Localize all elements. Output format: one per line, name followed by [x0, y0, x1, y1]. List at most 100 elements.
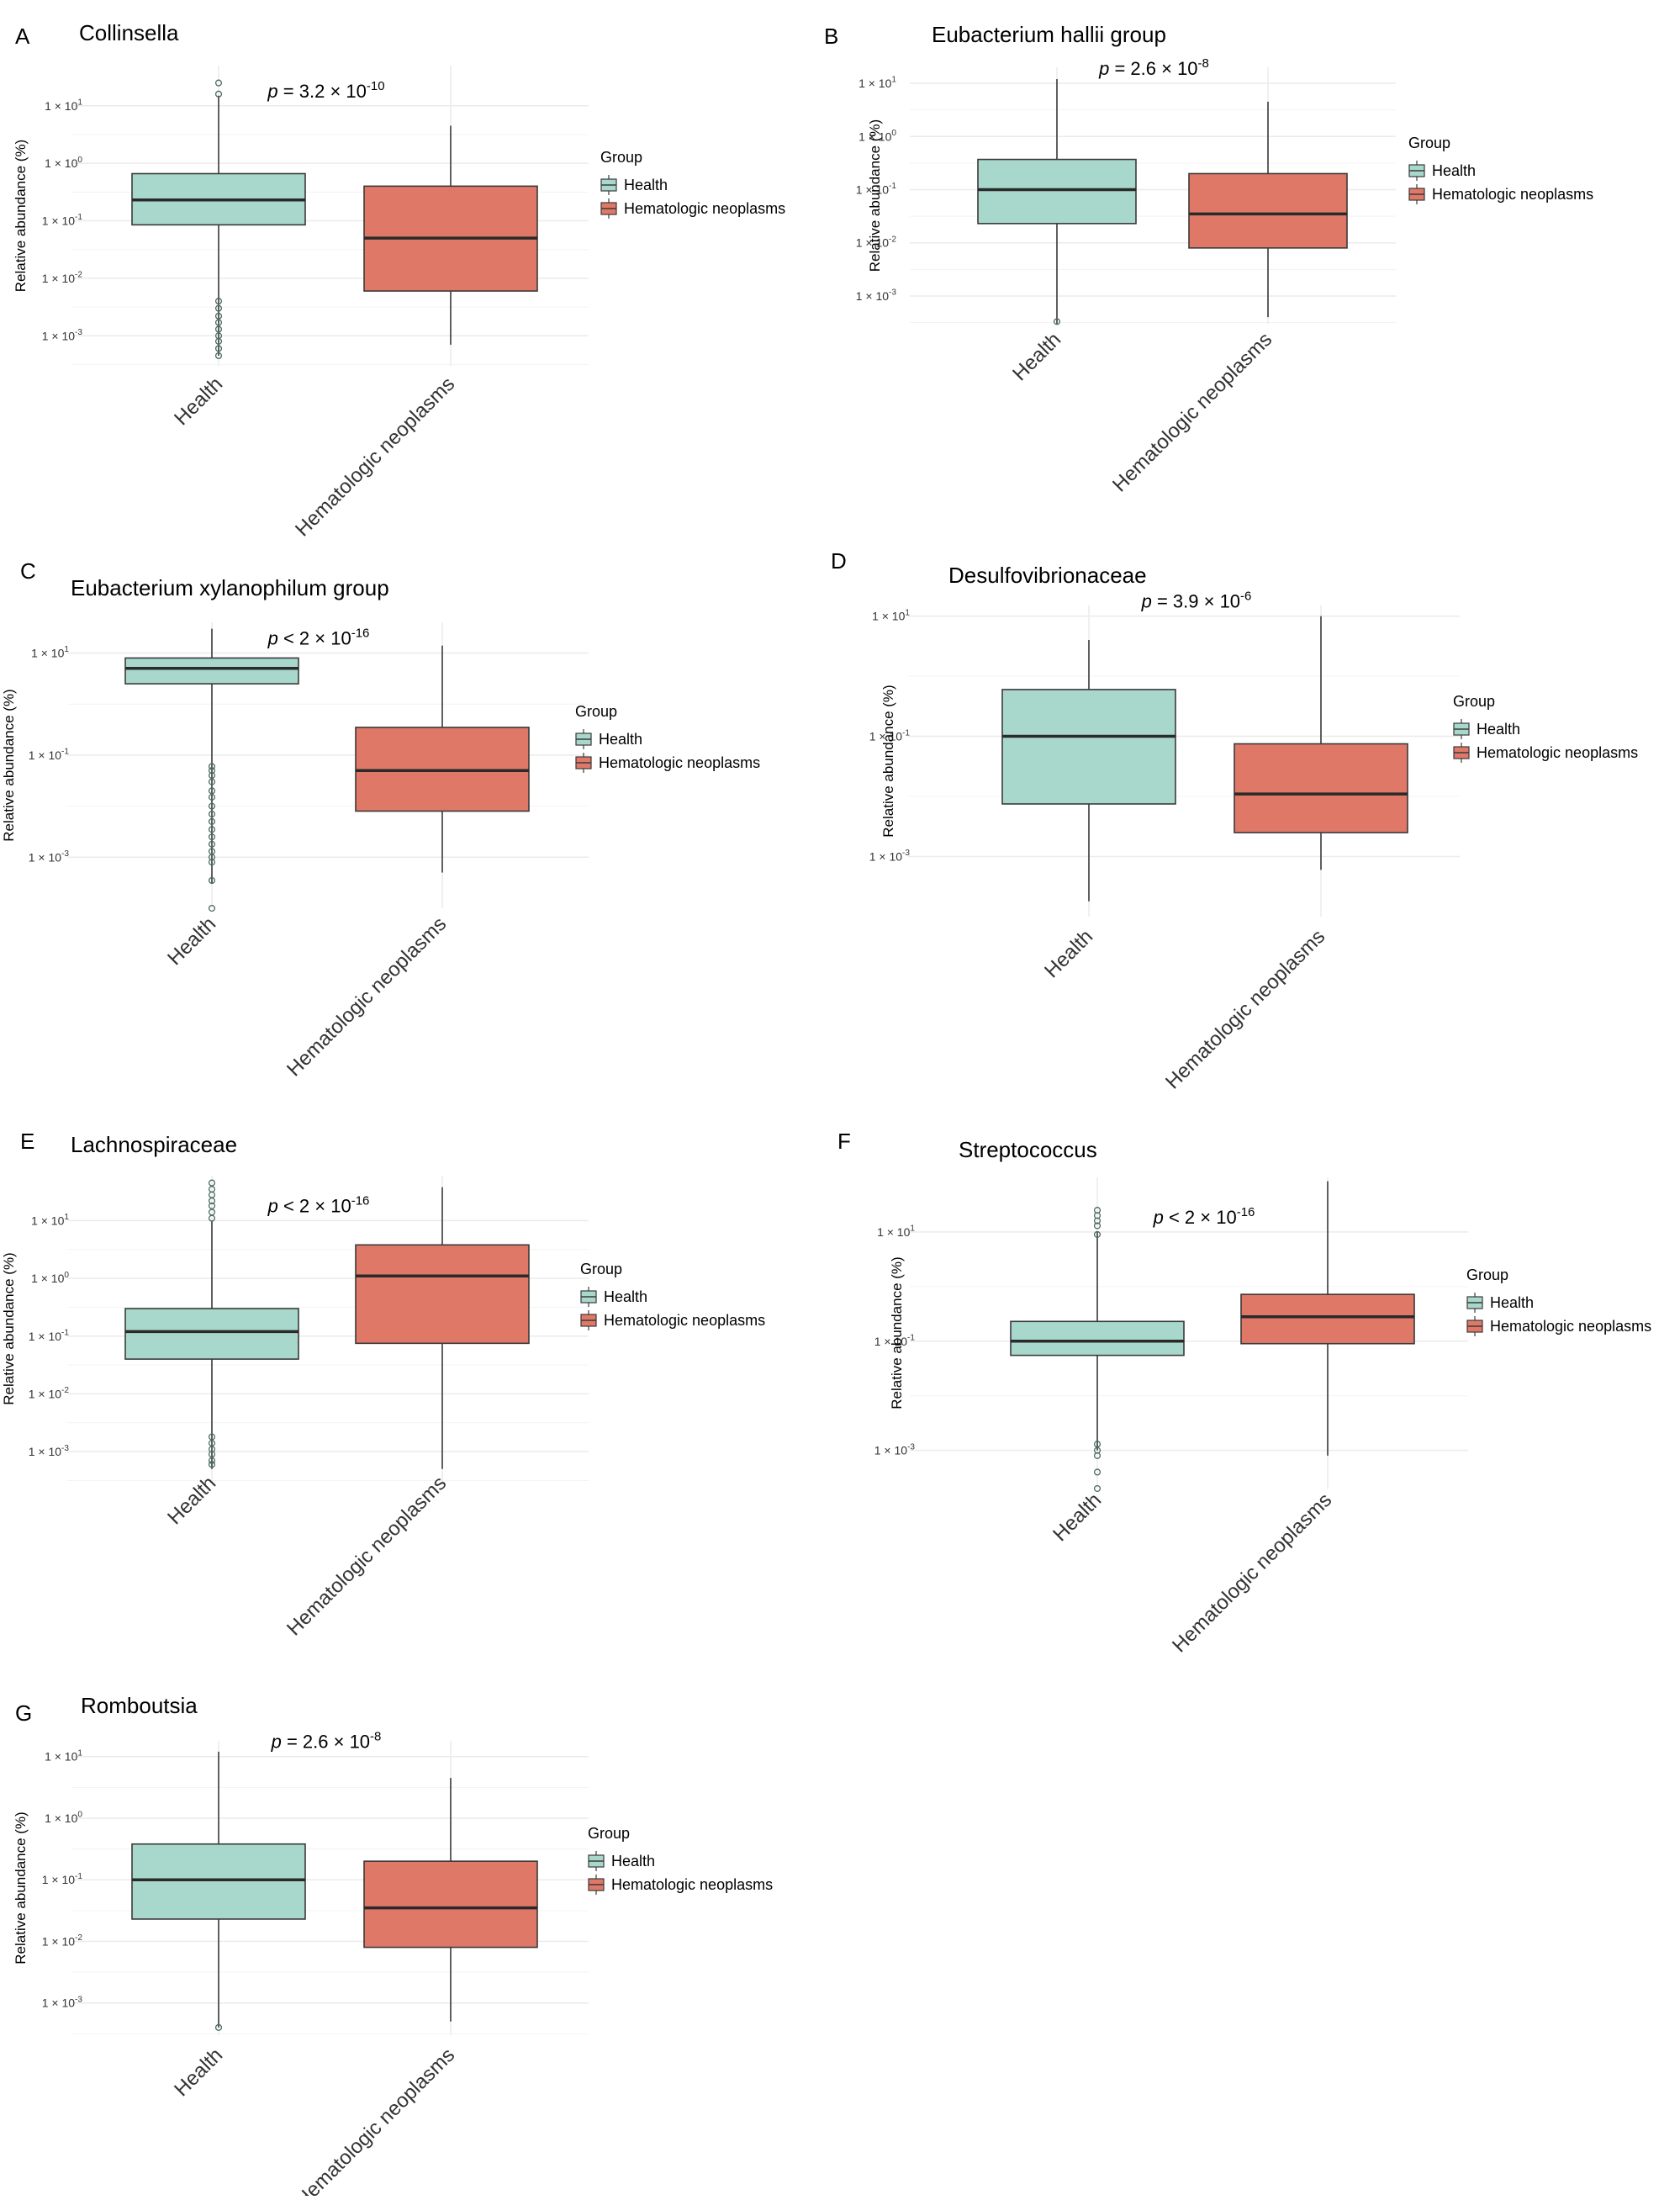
- panel-letter: A: [15, 24, 30, 49]
- y-tick-label: 1 × 10-2: [42, 1933, 83, 1948]
- legend-label: Health: [1432, 162, 1476, 179]
- box-health: [1010, 1320, 1185, 1356]
- outlier-point: [208, 1433, 216, 1441]
- panel-title: Romboutsia: [81, 1693, 198, 1718]
- box-health: [977, 158, 1137, 225]
- outlier-point: [208, 1457, 216, 1464]
- legend-title: Group: [1408, 135, 1450, 151]
- box-health: [1001, 689, 1176, 805]
- panel-title: Lachnospiraceae: [71, 1132, 237, 1157]
- legend-label: Health: [1477, 721, 1520, 738]
- legend-title: Group: [1466, 1267, 1508, 1283]
- y-axis-label: Relative abundance (%): [13, 1811, 29, 1964]
- legend-label: Hematologic neoplasms: [599, 754, 760, 771]
- panel-letter: G: [15, 1700, 32, 1726]
- legend-label: Health: [599, 731, 642, 748]
- outlier-point: [208, 854, 216, 861]
- y-tick-label: 1 × 101: [31, 645, 69, 659]
- y-tick-label: 1 × 10-1: [869, 728, 911, 743]
- panel-letter: F: [837, 1129, 851, 1154]
- legend-label: Hematologic neoplasms: [1432, 186, 1593, 203]
- legend: Group Health Hematologic neoplasms: [588, 1825, 773, 1895]
- outlier-point: [208, 772, 216, 780]
- x-tick-label: Health: [1049, 1489, 1106, 1546]
- outlier-point: [208, 1446, 216, 1453]
- outlier-point: [208, 1461, 216, 1468]
- outlier-point: [208, 1202, 216, 1209]
- legend-label: Health: [611, 1853, 655, 1869]
- outlier-point: [208, 1179, 216, 1187]
- y-tick-label: 1 × 10-1: [42, 213, 83, 227]
- outlier-point: [208, 793, 216, 801]
- legend-title: Group: [580, 1261, 622, 1277]
- outlier-point: [214, 312, 223, 320]
- y-tick-label: 1 × 10-3: [869, 849, 911, 863]
- box-hematologic-neoplasms: [1188, 172, 1348, 249]
- p-value-label: p = 2.6 × 10-8: [1098, 56, 1209, 79]
- legend-title: Group: [588, 1825, 630, 1842]
- y-axis-label: Relative abundance (%): [867, 119, 883, 272]
- y-axis-label: Relative abundance (%): [889, 1256, 905, 1409]
- p-value-label: p = 3.9 × 10-6: [1141, 590, 1252, 612]
- outlier-point: [1093, 1217, 1102, 1224]
- outlier-point: [208, 810, 216, 818]
- p-value-label: p = 3.2 × 10-10: [267, 79, 384, 102]
- outlier-point: [208, 1451, 216, 1458]
- y-tick-label: 1 × 10-3: [29, 849, 70, 864]
- p-value-label: p < 2 × 10-16: [1153, 1205, 1255, 1228]
- x-tick-label: Health: [170, 373, 227, 430]
- outlier-point: [208, 802, 216, 810]
- outlier-point: [208, 1214, 216, 1222]
- y-tick-label: 1 × 101: [872, 608, 910, 622]
- panel-letter: D: [831, 548, 847, 574]
- box-health: [124, 657, 299, 685]
- y-tick-label: 1 × 10-1: [29, 748, 70, 762]
- y-tick-label: 1 × 100: [45, 156, 82, 170]
- outlier-point: [208, 763, 216, 770]
- panel-title: Eubacterium xylanophilum group: [71, 575, 389, 600]
- outlier-point: [1093, 1468, 1102, 1476]
- y-tick-label: 1 × 10-2: [29, 1386, 70, 1400]
- box-hematologic-neoplasms: [363, 1860, 538, 1949]
- y-tick-label: 1 × 10-3: [856, 288, 897, 303]
- panel-title: Eubacterium hallii group: [932, 22, 1166, 47]
- legend: Group Health Hematologic neoplasms: [575, 703, 760, 773]
- legend: Group Health Hematologic neoplasms: [1466, 1267, 1651, 1336]
- outlier-point: [214, 2023, 223, 2031]
- x-tick-label: Health: [163, 912, 220, 970]
- outlier-point: [208, 817, 216, 825]
- panel-d: D Desulfovibrionaceae 1 × 101 1 × 10-1 1 × 1…: [831, 548, 1638, 1093]
- y-tick-label: 1 × 101: [45, 98, 82, 112]
- y-tick-label: 1 × 10-3: [874, 1442, 916, 1457]
- y-tick-label: 1 × 10-1: [874, 1333, 916, 1347]
- outlier-point: [208, 826, 216, 833]
- panel-title: Streptococcus: [959, 1137, 1097, 1162]
- legend: Group Health Hematologic neoplasms: [1453, 693, 1638, 763]
- p-value-label: p < 2 × 10-16: [267, 1193, 370, 1216]
- outlier-point: [208, 778, 216, 785]
- outlier-point: [214, 90, 223, 98]
- x-tick-label: Health: [1008, 328, 1065, 385]
- panel-letter: E: [20, 1129, 34, 1154]
- legend: Group Health Hematologic neoplasms: [600, 149, 785, 219]
- y-tick-label: 1 × 10-3: [29, 1444, 70, 1458]
- panel-g: G Romboutsia 1 × 101 1 × 100 1 × 10-1 1 × 10-…: [13, 1693, 773, 2200]
- x-tick-label: Hematologic neoplasms: [1108, 328, 1276, 496]
- y-axis-label: Relative abundance (%): [1, 689, 17, 841]
- outlier-point: [214, 79, 223, 87]
- y-tick-label: 1 × 10-1: [856, 182, 897, 196]
- panel-title: Desulfovibrionaceae: [948, 563, 1147, 588]
- outlier-point: [214, 319, 223, 326]
- y-tick-label: 1 × 101: [45, 1748, 82, 1763]
- legend-label: Hematologic neoplasms: [604, 1312, 765, 1329]
- outlier-point: [1053, 318, 1061, 325]
- box-hematologic-neoplasms: [355, 1244, 530, 1345]
- outlier-point: [214, 298, 223, 305]
- y-tick-label: 1 × 100: [31, 1271, 69, 1285]
- x-tick-label: Health: [1040, 925, 1097, 982]
- panel-b: B Eubacterium hallii group 1 × 101 1 × 100 1…: [824, 22, 1593, 496]
- y-tick-label: 1 × 101: [31, 1213, 69, 1227]
- x-tick-label: Hematologic neoplasms: [1161, 925, 1329, 1093]
- y-tick-label: 1 × 101: [877, 1224, 915, 1239]
